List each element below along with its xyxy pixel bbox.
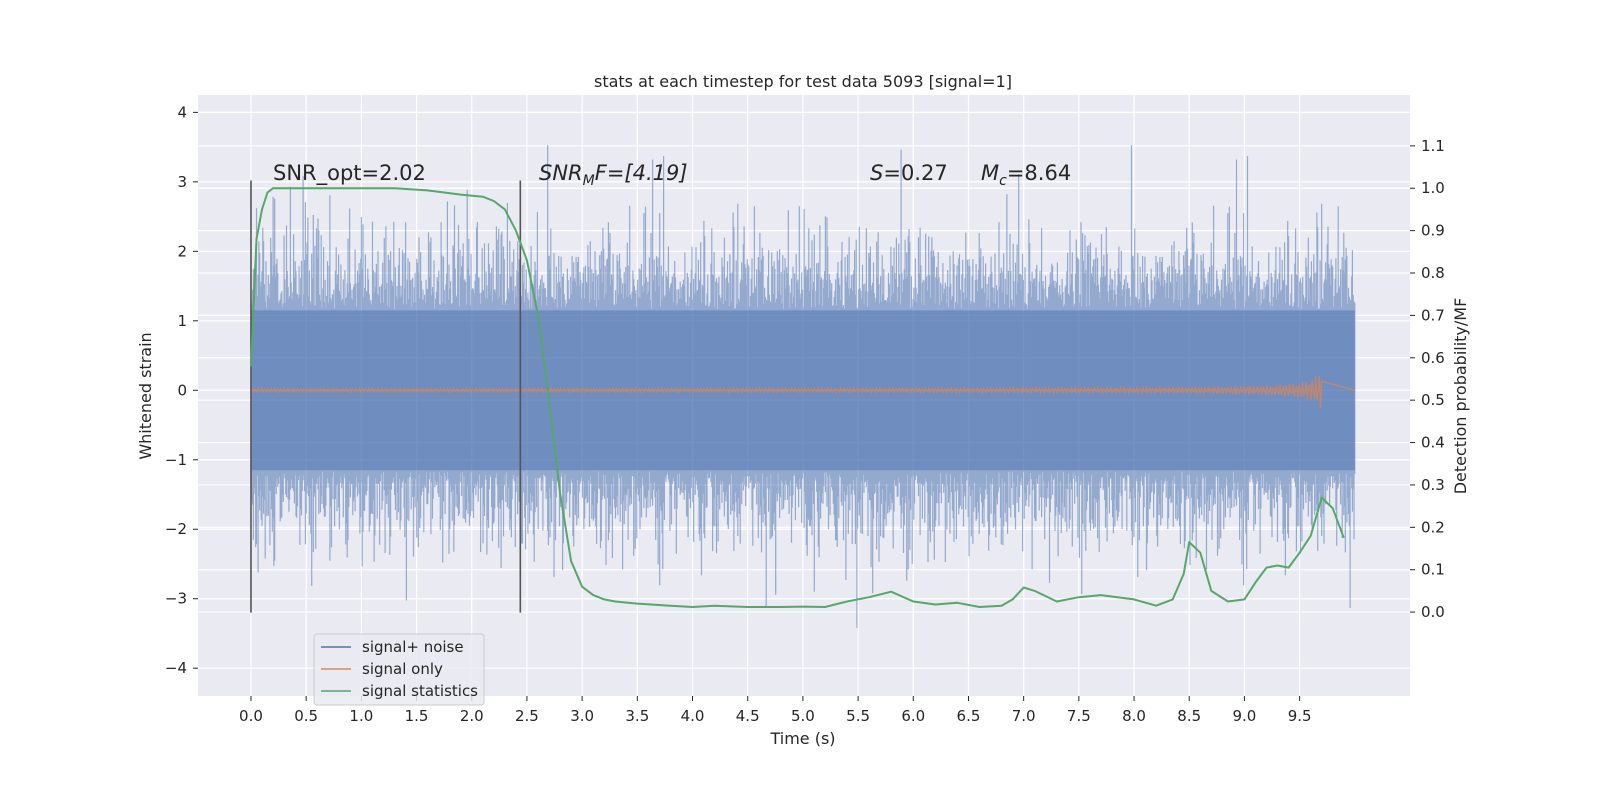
y-tick-label-left: −3: [165, 590, 187, 608]
legend-label-signal: signal only: [362, 660, 443, 678]
x-tick-label: 8.5: [1177, 707, 1201, 725]
legend-label-noise: signal+ noise: [362, 638, 464, 656]
x-tick-label: 3.0: [570, 707, 594, 725]
chart-title: stats at each timestep for test data 509…: [594, 72, 1012, 91]
y-axis-label-left: Whitened strain: [136, 332, 155, 459]
x-tick-label: 2.0: [460, 707, 484, 725]
y-tick-label-left: 1: [177, 312, 187, 330]
annotation-snr-mf-symbol: SNR: [539, 161, 583, 185]
x-tick-label: 8.0: [1122, 707, 1146, 725]
y-tick-label-right: 0.4: [1421, 434, 1445, 452]
legend: signal+ noise signal only signal statist…: [313, 633, 485, 706]
annotation-snr-opt: SNR_opt=2.02: [273, 161, 426, 186]
y-tick-label-right: 0.8: [1421, 264, 1445, 282]
annotation-snr-mf-sub: M: [583, 173, 595, 189]
y-tick-label-right: 0.1: [1421, 561, 1445, 579]
x-tick-label: 3.5: [625, 707, 649, 725]
y-tick-label-right: 0.3: [1421, 476, 1445, 494]
x-tick-label: 7.5: [1067, 707, 1091, 725]
x-tick-label: 4.5: [736, 707, 760, 725]
y-axis-label-right: Detection probability/MF: [1451, 298, 1470, 495]
y-tick-label-right: 0.2: [1421, 518, 1445, 536]
y-tick-label-left: 0: [177, 381, 187, 399]
legend-label-stats: signal statistics: [362, 682, 478, 700]
y-tick-label-left: −1: [165, 451, 187, 469]
x-tick-label: 6.5: [957, 707, 981, 725]
annotation-s-value: =0.27: [883, 161, 947, 185]
y-tick-label-right: 0.9: [1421, 222, 1445, 240]
y-tick-label-right: 1.1: [1421, 137, 1445, 155]
series-signal-only: [250, 376, 1355, 408]
y-tick-label-left: 2: [177, 242, 187, 260]
x-tick-label: 0.0: [239, 707, 263, 725]
x-tick-label: 1.5: [405, 707, 429, 725]
y-tick-label-left: −4: [165, 659, 187, 677]
axes: 0.0 0.5 1.0 1.5 2.0 2.5 3.0 3.5 4.0 4.5 5.0 5.5 6.0 6…: [165, 103, 1445, 725]
x-axis-label: Time (s): [769, 729, 835, 748]
annotation-mc-value: =8.64: [1007, 161, 1071, 185]
annotation-mc-sub: c: [999, 173, 1007, 189]
legend-box: [313, 633, 485, 706]
data-layer: [250, 145, 1356, 628]
series-signal-statistics: [250, 187, 1345, 608]
annotation-mc: Mc=8.64: [981, 161, 1071, 189]
y-tick-label-left: 3: [177, 173, 187, 191]
y-tick-label-right: 1.0: [1421, 179, 1445, 197]
x-tick-label: 9.0: [1232, 707, 1256, 725]
y-tick-label-right: 0.6: [1421, 349, 1445, 367]
x-tick-label: 9.5: [1288, 707, 1312, 725]
y-tick-label-right: 0.5: [1421, 391, 1445, 409]
y-tick-label-right: 0.0: [1421, 603, 1445, 621]
y-tick-label-right: 0.7: [1421, 306, 1445, 324]
x-tick-label: 4.0: [681, 707, 705, 725]
x-tick-label: 1.0: [349, 707, 373, 725]
y-tick-label-left: −2: [165, 520, 187, 538]
annotation-snr-mf: SNRMF=[4.19]: [539, 161, 688, 189]
x-tick-label: 2.5: [515, 707, 539, 725]
annotation-s-symbol: S: [870, 161, 883, 185]
annotation-snr-mf-tail: F=[4.19]: [595, 161, 688, 185]
annotation-mc-symbol: M: [981, 161, 999, 185]
x-tick-label: 0.5: [294, 707, 318, 725]
x-tick-label: 5.0: [791, 707, 815, 725]
x-tick-label: 7.0: [1012, 707, 1036, 725]
x-tick-label: 6.0: [901, 707, 925, 725]
x-tick-label: 5.5: [846, 707, 870, 725]
annotation-s: S=0.27: [870, 161, 948, 185]
y-tick-label-left: 4: [177, 103, 187, 121]
